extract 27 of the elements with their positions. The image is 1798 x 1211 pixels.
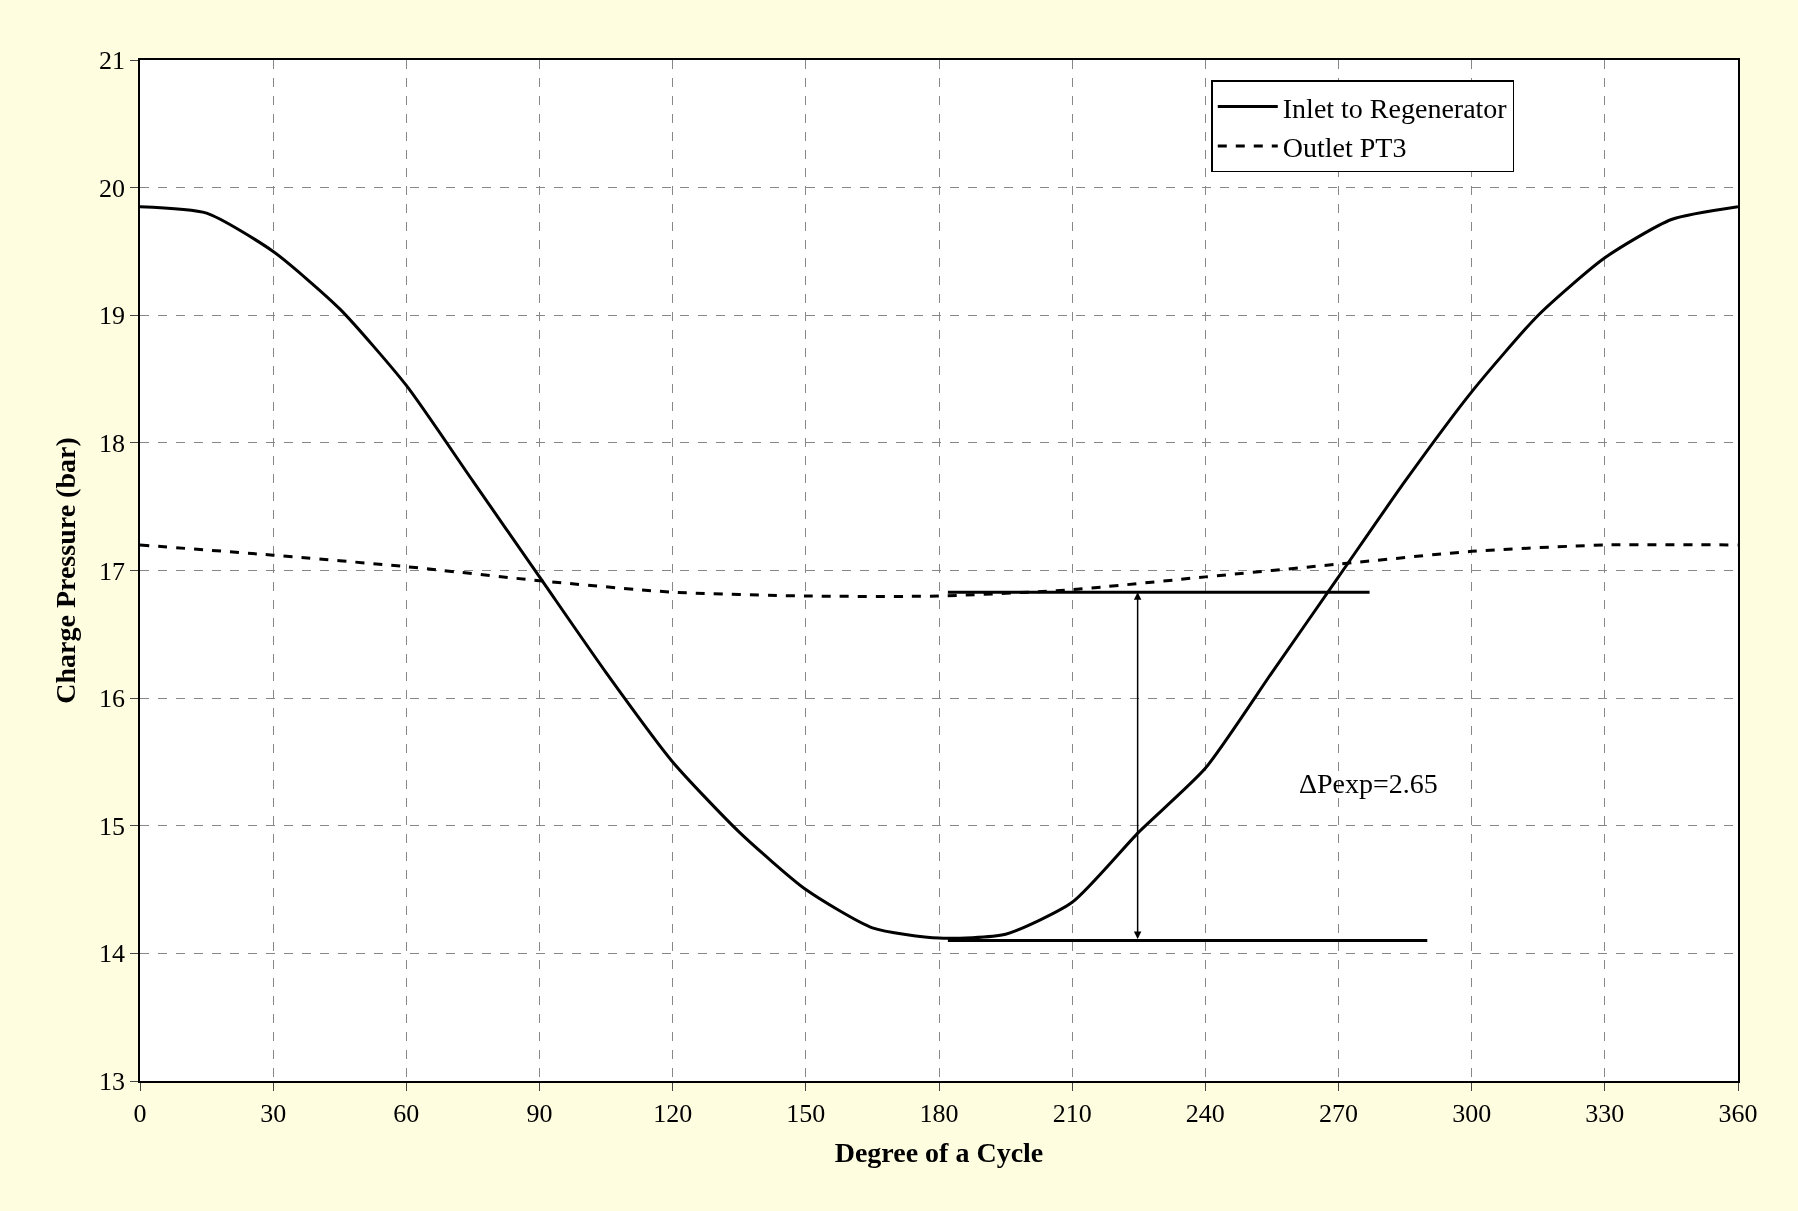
y-tick-label: 16: [99, 684, 126, 714]
x-tick-label: 150: [786, 1098, 826, 1128]
y-tick-label: 13: [99, 1067, 126, 1097]
x-tick-label: 330: [1585, 1098, 1625, 1128]
y-tick-label: 19: [99, 301, 126, 331]
y-tick-label: 15: [99, 811, 126, 841]
legend-label: Outlet PT3: [1282, 131, 1407, 163]
y-tick-label: 17: [99, 556, 126, 586]
y-axis-title: Charge Pressure (bar): [50, 437, 82, 704]
y-tick-label: 21: [99, 46, 126, 76]
x-tick-label: 60: [393, 1098, 420, 1128]
x-tick-label: 210: [1052, 1098, 1092, 1128]
x-tick-label: 120: [653, 1098, 693, 1128]
x-tick-label: 30: [260, 1098, 287, 1128]
x-tick-label: 270: [1319, 1098, 1358, 1128]
x-tick-label: 0: [133, 1098, 147, 1128]
x-axis-title: Degree of a Cycle: [834, 1136, 1044, 1168]
y-tick-label: 18: [99, 428, 126, 458]
x-tick-label: 180: [919, 1098, 959, 1128]
y-tick-label: 20: [99, 173, 126, 203]
legend-label: Inlet to Regenerator: [1282, 92, 1508, 124]
x-tick-label: 360: [1718, 1098, 1758, 1128]
annotation: ΔPexp=2.65: [1299, 768, 1438, 799]
x-tick-label: 90: [526, 1098, 553, 1128]
y-tick-label: 14: [99, 939, 126, 969]
x-tick-label: 300: [1452, 1098, 1492, 1128]
x-tick-label: 240: [1185, 1098, 1225, 1128]
